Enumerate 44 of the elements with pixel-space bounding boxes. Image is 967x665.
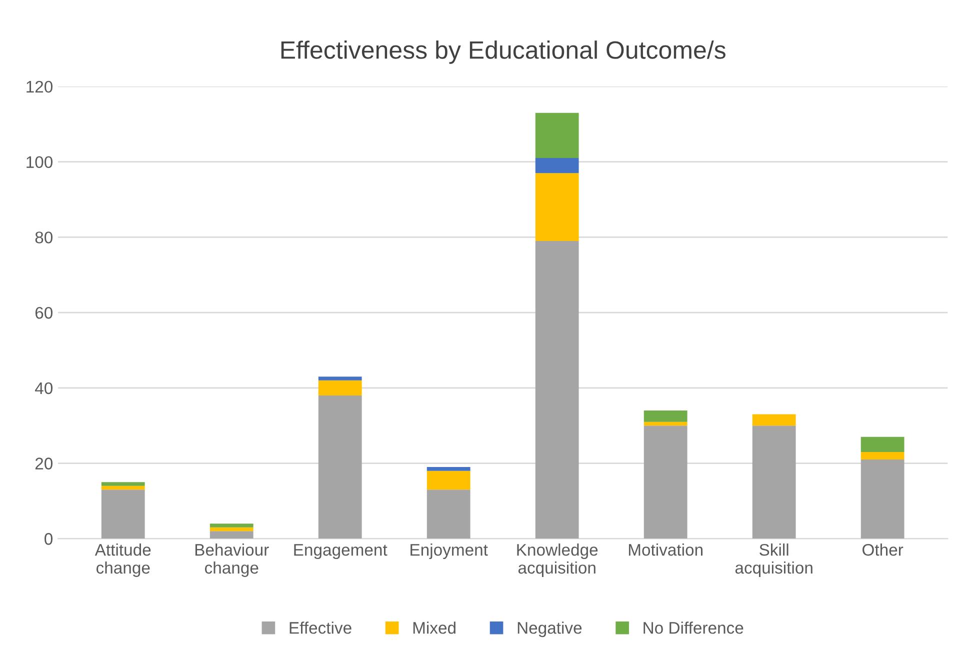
y-tick-label: 80 — [35, 232, 53, 244]
x-tick-label: Other — [862, 544, 904, 556]
y-tick-label: 120 — [26, 80, 53, 93]
y-tick-label: 60 — [35, 306, 53, 319]
bar — [535, 112, 579, 158]
legend-label: Mixed — [413, 622, 456, 634]
bar — [535, 173, 579, 241]
bar — [752, 414, 796, 426]
y-tick-label: 40 — [35, 382, 53, 394]
x-tick-label: Skill acquisition — [735, 544, 812, 577]
x-tick-label: Attitude change — [94, 544, 151, 577]
bar — [535, 158, 579, 174]
bar — [210, 531, 254, 539]
chart-title: Effectiveness by Educational Outcome/s — [281, 40, 726, 64]
x-tick-label: Knowledge acquisition — [517, 544, 598, 577]
bar — [860, 452, 904, 460]
bar — [644, 422, 688, 426]
x-tick-label: Engagement — [294, 544, 388, 560]
bar — [860, 436, 904, 452]
bar — [644, 410, 688, 422]
bar — [210, 527, 254, 532]
bar — [752, 426, 796, 539]
y-tick-label: 20 — [35, 458, 53, 470]
x-tick-label: Enjoyment — [410, 544, 488, 560]
bar — [101, 482, 145, 486]
x-tick-label: Motivation — [628, 544, 702, 556]
bar — [644, 426, 688, 539]
y-tick-label: 100 — [26, 156, 53, 168]
bar — [318, 395, 362, 539]
bar — [860, 460, 904, 539]
x-tick-label: Behaviour change — [195, 544, 269, 577]
bar — [426, 467, 470, 471]
bar — [101, 490, 145, 539]
legend-label: Negative — [518, 622, 582, 638]
bar — [210, 524, 254, 528]
bar — [426, 470, 470, 490]
y-tick-label: 0 — [44, 533, 53, 545]
legend-label: No Difference — [644, 622, 744, 634]
bar — [426, 490, 470, 539]
bar — [318, 376, 362, 380]
bar — [535, 240, 579, 539]
bar — [318, 380, 362, 396]
legend-label: Effective — [290, 622, 352, 634]
bar — [101, 486, 145, 490]
